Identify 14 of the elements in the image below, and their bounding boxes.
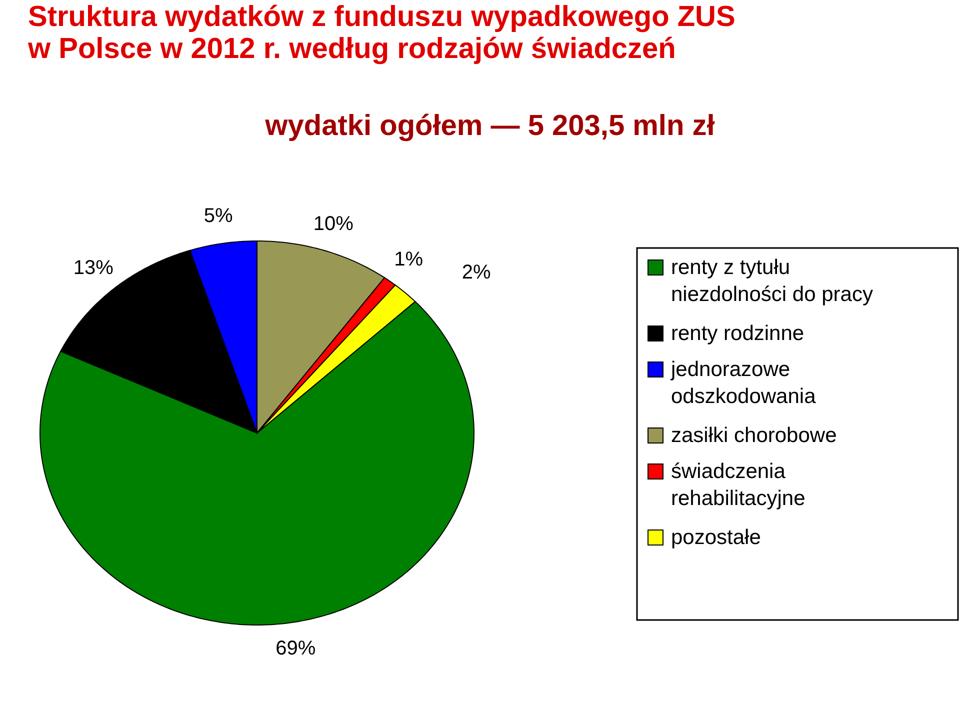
data-label: 13%	[73, 257, 114, 280]
legend-label: jednorazowe odszkodowania	[670, 358, 816, 408]
legend-label: renty rodzinne	[671, 322, 804, 345]
chart-subtitle: wydatki ogółem — 5 203,5 mln zł	[264, 110, 715, 142]
data-label: 10%	[313, 213, 354, 236]
data-label: 1%	[394, 248, 424, 270]
data-label: 2%	[462, 262, 492, 284]
data-label: 69%	[276, 637, 316, 660]
chart-title: Struktura wydatków z funduszu wypadkowego ZUS w Polsce w 2012 r. według rodzajów świadczeń	[27, 1, 736, 65]
legend-label: zasiłki chorobowe	[671, 424, 837, 447]
legend-label: pozostałe	[671, 526, 761, 549]
legend-label: świadczenia rehabilitacyjne	[671, 460, 806, 510]
data-label: 5%	[204, 205, 233, 228]
legend-label: renty z tytułu niezdolności do pracy	[671, 256, 874, 306]
